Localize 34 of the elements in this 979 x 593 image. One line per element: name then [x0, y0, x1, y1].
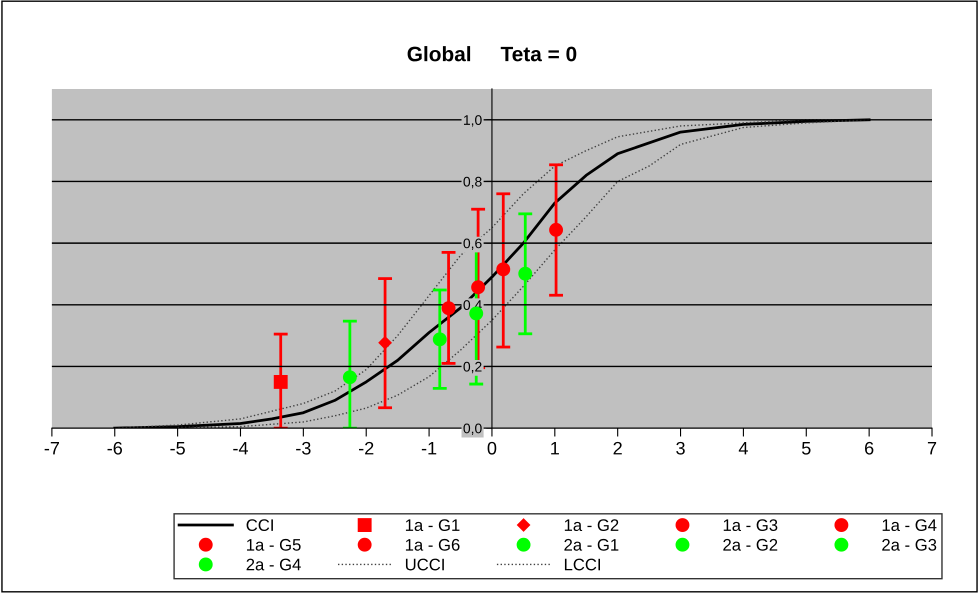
- x-tick-label: 6: [865, 442, 874, 455]
- legend-label: 2a - G2: [723, 538, 778, 551]
- x-tick-label: -6: [108, 442, 122, 455]
- y-tick-label: 0,8: [463, 176, 482, 188]
- x-tick-label: -5: [170, 442, 185, 455]
- x-tick-label: -4: [233, 442, 248, 454]
- legend-label: 1a - G6: [406, 538, 460, 551]
- legend-label: UCCI: [406, 558, 444, 570]
- x-tick-label: 2: [614, 442, 622, 454]
- x-tick-label: -7: [44, 442, 60, 454]
- legend-label: 1a - G5: [247, 538, 301, 551]
- legend-label: 1a - G2: [564, 519, 618, 532]
- x-tick-label: 7: [928, 442, 936, 454]
- y-tick-label: 1,0: [464, 115, 482, 127]
- x-tick-label: -2: [358, 442, 374, 454]
- y-tick-label: 0,6: [463, 238, 482, 250]
- legend-label: CCI: [246, 519, 273, 532]
- legend-label: 1a - G4: [882, 519, 936, 532]
- legend-label: 1a - G1: [406, 519, 460, 532]
- x-tick-label: -1: [422, 442, 436, 454]
- y-tick-label: 0,2: [463, 362, 482, 374]
- legend-label: 2a - G3: [882, 538, 936, 551]
- chart-title: Global Teta = 0: [408, 46, 576, 62]
- x-tick-label: 0: [488, 442, 496, 455]
- y-tick-label: 0,0: [463, 423, 482, 435]
- legend-label: 2a - G1: [564, 538, 618, 551]
- x-tick-label: -3: [296, 442, 311, 455]
- legend-label: 1a - G3: [724, 519, 778, 532]
- x-tick-label: 4: [738, 442, 748, 454]
- x-tick-label: 5: [802, 442, 811, 455]
- x-tick-label: 1: [551, 442, 559, 454]
- legend-label: LCCI: [564, 558, 600, 570]
- x-tick-label: 3: [676, 442, 685, 455]
- legend-label: 2a - G4: [246, 558, 301, 570]
